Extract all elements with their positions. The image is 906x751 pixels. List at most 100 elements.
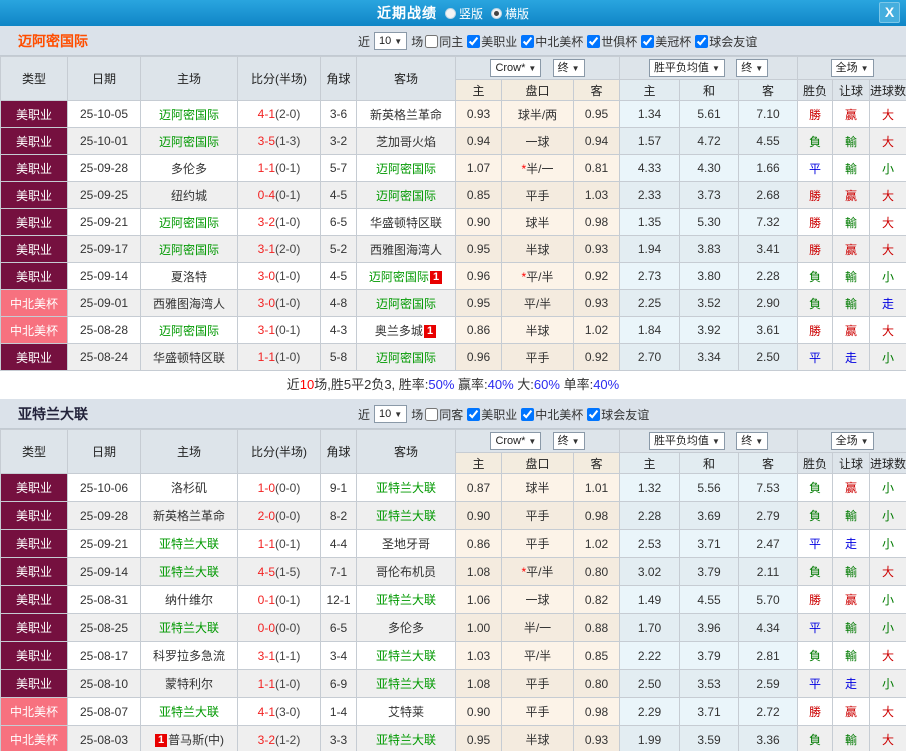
league-badge: 中北美杯 (0, 725, 68, 751)
summary-row: 近10场,胜5平2负3, 胜率:50% 赢率:40% 大:60% 单率:40% (0, 371, 906, 399)
avg-type-select[interactable]: 胜平负均值 ▼ (648, 432, 725, 450)
league-checkbox[interactable] (587, 407, 601, 421)
league-checkbox[interactable] (521, 407, 535, 421)
near-label: 近 (358, 407, 371, 422)
chevron-down-icon: ▼ (711, 64, 720, 73)
same-venue-checkbox-label[interactable]: 同客 (423, 406, 463, 423)
recent-count-select[interactable]: 10 ▼ (374, 405, 408, 423)
corner-cell: 6-5 (320, 208, 357, 236)
home-team-cell: 1 普马斯(中) (140, 725, 238, 751)
result-cell: 平 (797, 669, 834, 698)
near-label: 近 (358, 34, 371, 49)
home-odds-cell: 1.08 (455, 669, 502, 698)
team-name: 芝加哥火焰 (375, 134, 436, 149)
match-date-cell: 25-09-28 (67, 154, 141, 182)
league-checkbox-label[interactable]: 球会友谊 (585, 406, 649, 423)
score-cell: 3-5(1-3) (237, 127, 321, 155)
avg-away-cell: 7.32 (738, 208, 799, 236)
away-team-cell: 艾特莱 (356, 697, 456, 726)
avg-away-cell: 2.50 (738, 343, 799, 371)
avg-home-cell: 3.02 (619, 557, 681, 586)
away-team-cell: 芝加哥火焰 (356, 127, 456, 155)
result-subheader: 胜负 (797, 79, 834, 101)
corner-cell: 6-5 (320, 613, 357, 642)
match-date-cell: 25-09-21 (67, 208, 141, 236)
league-checkbox[interactable] (467, 407, 481, 421)
league-badge: 美职业 (0, 557, 68, 586)
radio-circle-selected-icon[interactable] (491, 7, 502, 19)
team-name: 华盛顿特区联 (152, 350, 225, 365)
league-checkbox-label[interactable]: 中北美杯 (519, 33, 583, 50)
radio-circle-icon[interactable] (444, 7, 456, 19)
away-odds-cell: 0.82 (572, 585, 621, 614)
avg-away-cell: 2.59 (738, 669, 799, 698)
same-venue-checkbox[interactable] (425, 34, 439, 48)
result-cell: 平 (797, 613, 834, 642)
league-badge: 中北美杯 (0, 697, 68, 726)
avg-away-cell: 2.79 (738, 501, 799, 530)
team-name: 多伦多 (170, 161, 207, 176)
score-cell: 0-1(0-1) (237, 585, 321, 614)
match-history-table: 类型 日期 主场 比分(半场) 角球 客场 Crow* ▼ 终 ▼ 胜平负均值 ▼ 终 ▼ 全场 ▼… (0, 56, 906, 371)
games-label: 场 (411, 34, 424, 49)
handicap-cell: 球半/两 (501, 100, 574, 128)
handicap-cell: 平手 (501, 343, 574, 371)
avg-home-cell: 2.22 (619, 641, 681, 670)
avg-stage-select[interactable]: 终 ▼ (736, 432, 769, 450)
odds-company-select[interactable]: Crow* ▼ (490, 432, 542, 450)
handicap-result-cell: 輸 (832, 557, 871, 586)
scope-select[interactable]: 全场 ▼ (830, 59, 874, 77)
handicap-cell: 平/半 (501, 641, 574, 670)
close-button[interactable]: X (879, 2, 900, 23)
league-checkbox-label[interactable]: 世俱杯 (585, 33, 637, 50)
odds-stage-select[interactable]: 终 ▼ (552, 59, 585, 77)
league-checkbox[interactable] (521, 34, 535, 48)
avg-draw-cell: 3.92 (679, 316, 740, 344)
league-checkbox-label[interactable]: 中北美杯 (519, 406, 583, 423)
avg-away-cell: 5.70 (738, 585, 799, 614)
away-odds-cell: 0.81 (572, 154, 621, 182)
avg-home-cell: 1.35 (619, 208, 681, 236)
same-venue-checkbox-label[interactable]: 同主 (423, 33, 463, 50)
league-checkbox-label[interactable]: 球会友谊 (693, 33, 757, 50)
odds-stage-select[interactable]: 终 ▼ (552, 432, 585, 450)
avg-home-cell: 2.28 (619, 501, 681, 530)
home-odds-cell: 0.94 (455, 127, 502, 155)
goals-result-cell: 大 (869, 725, 906, 751)
layout-vertical-radio[interactable]: 竖版 (444, 5, 483, 22)
league-badge: 中北美杯 (0, 289, 68, 317)
avg-stage-select[interactable]: 终 ▼ (736, 59, 769, 77)
away-team-cell: 亚特兰大联 (356, 641, 456, 670)
match-row: 美职业 25-09-25 纽约城 0-4(0-1) 4-5 迈阿密国际 0.85… (0, 181, 906, 209)
avg-subheader: 和 (679, 452, 740, 474)
league-checkbox[interactable] (695, 34, 709, 48)
recent-count-select[interactable]: 10 ▼ (374, 32, 408, 50)
home-odds-cell: 0.90 (455, 501, 502, 530)
same-venue-checkbox[interactable] (425, 407, 439, 421)
league-checkbox-label[interactable]: 美冠杯 (639, 33, 691, 50)
result-cell: 勝 (797, 100, 834, 128)
away-team-cell: 新英格兰革命 (356, 100, 456, 128)
layout-horizontal-radio[interactable]: 横版 (491, 5, 529, 22)
away-odds-cell: 0.98 (572, 208, 621, 236)
avg-type-select[interactable]: 胜平负均值 ▼ (648, 59, 725, 77)
league-checkbox[interactable] (587, 34, 601, 48)
avg-away-cell: 3.41 (738, 235, 799, 263)
league-checkbox-label[interactable]: 美职业 (465, 406, 517, 423)
league-checkbox[interactable] (467, 34, 481, 48)
result-cell: 勝 (797, 697, 834, 726)
corner-cell: 3-3 (320, 725, 357, 751)
league-checkbox[interactable] (641, 34, 655, 48)
home-odds-cell: 0.86 (455, 316, 502, 344)
league-checkbox-label[interactable]: 美职业 (465, 33, 517, 50)
avg-away-cell: 7.53 (738, 473, 799, 502)
odds-company-select[interactable]: Crow* ▼ (490, 59, 542, 77)
home-odds-cell: 1.03 (455, 641, 502, 670)
home-team-cell: 亚特兰大联 (140, 557, 238, 586)
team-name: 华盛顿特区联 (369, 215, 442, 230)
chevron-down-icon: ▼ (755, 437, 764, 446)
scope-select[interactable]: 全场 ▼ (830, 432, 874, 450)
corner-cell: 4-8 (320, 289, 357, 317)
handicap-result-cell: 走 (832, 343, 871, 371)
league-badge: 美职业 (0, 181, 68, 209)
